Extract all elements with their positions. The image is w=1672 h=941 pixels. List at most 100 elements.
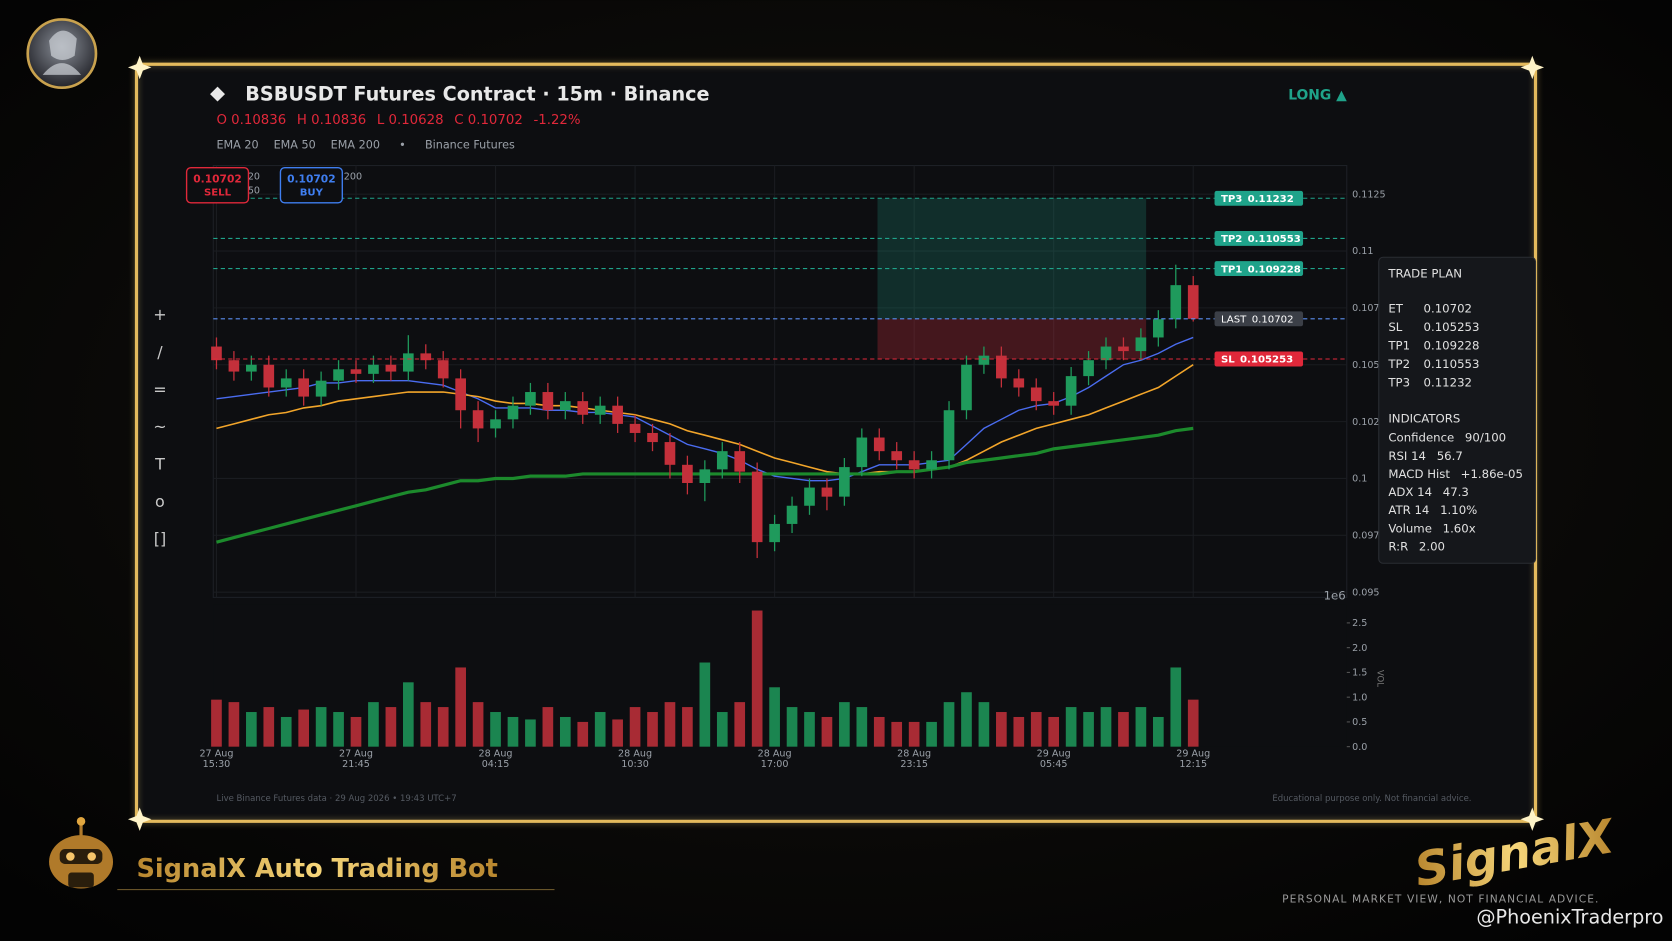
volume-tick-label: 2.0 <box>1352 643 1367 654</box>
indicator-label: ATR 14 <box>1388 503 1429 517</box>
candle-body <box>629 423 641 433</box>
indicator-value: 1.60x <box>1443 521 1476 535</box>
volume-bar <box>647 712 658 747</box>
candle-body <box>647 432 658 443</box>
level-tag <box>1214 351 1304 367</box>
plan-value: 0.109228 <box>1424 339 1480 353</box>
volume-bar <box>211 699 222 747</box>
volume-bar <box>804 712 815 747</box>
volume-bar <box>891 721 903 747</box>
indicator: Confidence 90/100 <box>1388 431 1506 445</box>
candle-body <box>873 437 885 452</box>
plan-value: 0.11232 <box>1424 375 1472 389</box>
volume-bar <box>1083 712 1094 747</box>
candle-body <box>1013 378 1025 388</box>
tool[interactable]: ~ <box>153 417 166 436</box>
indicator-value: 90/100 <box>1465 431 1506 445</box>
volume-bar <box>716 712 728 747</box>
indicator: R:R 2.00 <box>1388 539 1445 553</box>
x-tick: 27 Aug 21:45 <box>339 749 373 770</box>
candle-body <box>1083 360 1094 377</box>
signal-box[interactable] <box>279 166 343 204</box>
tool[interactable]: o <box>155 492 165 511</box>
level-name: TP1 <box>1221 264 1242 275</box>
volume-bar <box>873 716 885 747</box>
watermark: @PhoenixTraderpro <box>1476 906 1663 929</box>
tool[interactable]: = <box>153 380 166 399</box>
volume-tick-label: 1.5 <box>1352 668 1367 679</box>
volume-bar <box>542 707 554 747</box>
tool[interactable]: [] <box>154 529 166 548</box>
candle-body <box>751 471 763 543</box>
scale-label: 1e6 <box>1324 589 1346 603</box>
volume-bar <box>559 716 571 747</box>
signal-label: BUY <box>300 187 324 198</box>
indicator: Volume 1.60x <box>1388 521 1475 535</box>
legend-item: EMA 50 <box>274 138 316 151</box>
plan-label: SL <box>1388 320 1402 334</box>
y-tick-label: 0.105 <box>1352 360 1379 371</box>
ema-line <box>216 336 1194 482</box>
volume-bar <box>298 709 310 747</box>
signal-price: 0.10702 <box>193 173 242 186</box>
x-tick-label: 28 Aug 04:15 <box>478 748 513 771</box>
candle-body <box>682 464 693 484</box>
plan-label: ET <box>1388 302 1403 316</box>
ema-line <box>216 364 1194 475</box>
candle-body <box>839 467 850 497</box>
legend-extra: Binance Futures <box>425 138 515 151</box>
volume-bars <box>211 610 1199 747</box>
level-label: LAST 0.10702 <box>1221 315 1294 326</box>
volume-bar <box>490 712 501 747</box>
x-tick: 29 Aug 05:45 <box>1036 748 1071 771</box>
candle-body <box>368 364 379 374</box>
level-value: 0.10702 <box>1252 315 1294 326</box>
volume-bar <box>1013 716 1025 747</box>
signal-box[interactable] <box>185 166 250 204</box>
level-tag <box>1214 190 1304 206</box>
x-tick-label: 27 Aug 15:30 <box>199 748 234 771</box>
volume-bar <box>1187 699 1199 747</box>
x-tick-label: 29 Aug 05:45 <box>1036 748 1071 771</box>
level-value: 0.109228 <box>1248 264 1301 275</box>
candle-body <box>420 353 432 361</box>
footer-right: Educational purpose only. Not financial … <box>1272 794 1471 804</box>
level-value: 0.11232 <box>1248 194 1294 205</box>
candle-body <box>1135 337 1147 352</box>
volume-bar <box>943 702 955 747</box>
volume-bar <box>856 707 868 747</box>
candle-body <box>612 405 623 424</box>
candle-body <box>559 401 571 411</box>
volume-bar <box>978 702 990 747</box>
candle-body <box>315 380 327 397</box>
indicator-value: 1.10% <box>1440 503 1477 517</box>
volume-bar <box>315 707 327 747</box>
candle-body <box>455 378 466 411</box>
candle-body <box>978 355 990 365</box>
volume-bar <box>664 702 676 747</box>
level-label: TP3 0.11232 <box>1221 194 1294 205</box>
indicator-label: ADX 14 <box>1388 485 1432 499</box>
indicator-label: R:R <box>1388 539 1408 553</box>
toolbar: + / = ~ To [] <box>153 305 166 548</box>
candle-body <box>246 364 257 372</box>
indicator-label: MACD Hist <box>1388 467 1450 481</box>
tool[interactable]: / <box>157 342 163 361</box>
volume-tick-label: 0.5 <box>1352 717 1367 728</box>
candle-body <box>786 505 798 524</box>
volume-bar <box>1170 667 1182 747</box>
volume-bar <box>769 687 780 747</box>
level-label: SL 0.105253 <box>1221 355 1293 366</box>
tool[interactable]: T <box>154 454 165 473</box>
volume-bar <box>333 712 344 747</box>
volume-bar <box>280 716 292 747</box>
candle-body <box>891 451 903 461</box>
candle-body <box>908 460 920 470</box>
x-tick: 28 Aug 10:30 <box>618 749 652 770</box>
level-tag <box>1214 230 1304 246</box>
plan-label: TP3 <box>1387 375 1410 389</box>
tool[interactable]: + <box>153 305 166 324</box>
volume-bar <box>682 707 693 747</box>
volume-label: VOL <box>1375 670 1385 687</box>
